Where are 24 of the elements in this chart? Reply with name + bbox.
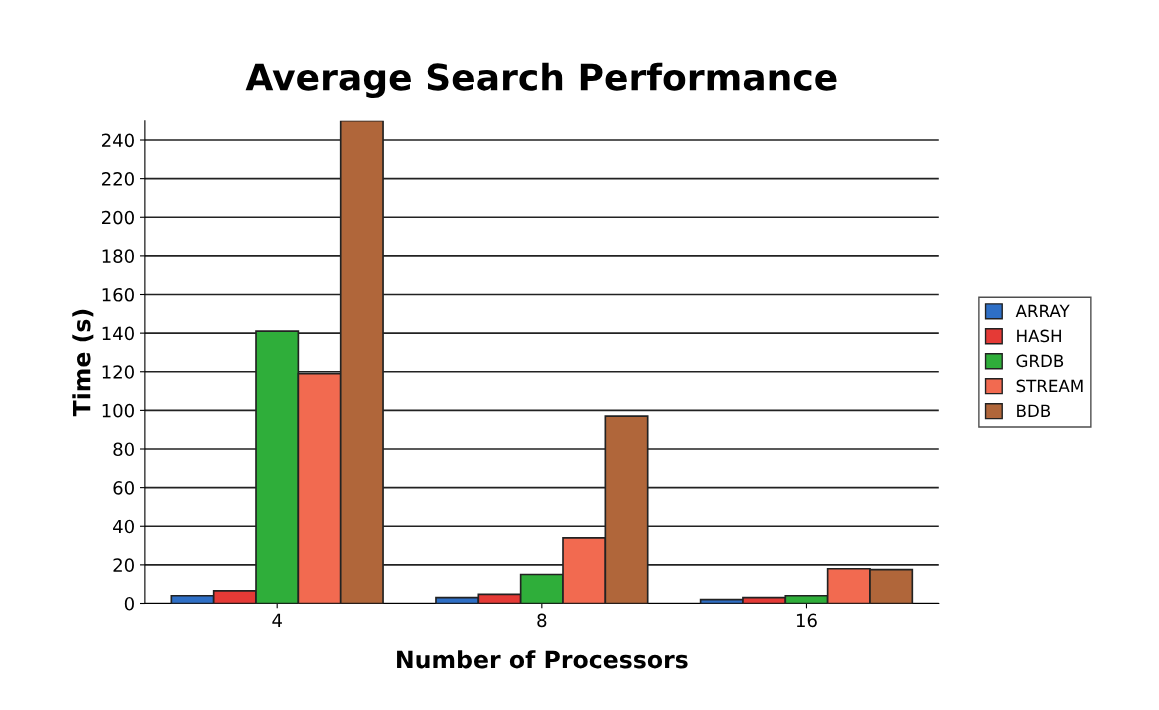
- x-tick-label: 16: [796, 613, 817, 628]
- legend-label: BDB: [1017, 404, 1051, 417]
- chart-title: Average Search Performance: [245, 62, 837, 98]
- y-tick-label: 60: [113, 481, 134, 495]
- x-tick-label: 4: [272, 613, 282, 627]
- y-tick-label: 40: [113, 519, 134, 534]
- legend-label: ARRAY: [1015, 304, 1070, 318]
- y-axis-title: Time (s): [72, 309, 94, 417]
- legend-label: STREAM: [1016, 379, 1083, 393]
- y-tick-label: 140: [102, 326, 134, 341]
- y-tick-label: 220: [102, 172, 134, 186]
- y-tick-label: 100: [102, 403, 134, 418]
- y-tick-label: 160: [102, 287, 134, 302]
- y-tick-label: 240: [102, 133, 134, 148]
- x-tick-label: 8: [537, 613, 547, 628]
- y-tick-label: 80: [113, 442, 134, 457]
- y-tick-label: 120: [102, 365, 134, 379]
- legend-label: HASH: [1017, 329, 1061, 343]
- x-axis-title: Number of Processors: [397, 650, 688, 669]
- y-tick-label: 200: [102, 210, 134, 225]
- y-tick-label: 20: [113, 558, 134, 572]
- y-tick-label: 180: [102, 249, 134, 263]
- y-tick-label: 0: [124, 596, 134, 611]
- legend-label: GRDB: [1016, 354, 1064, 368]
